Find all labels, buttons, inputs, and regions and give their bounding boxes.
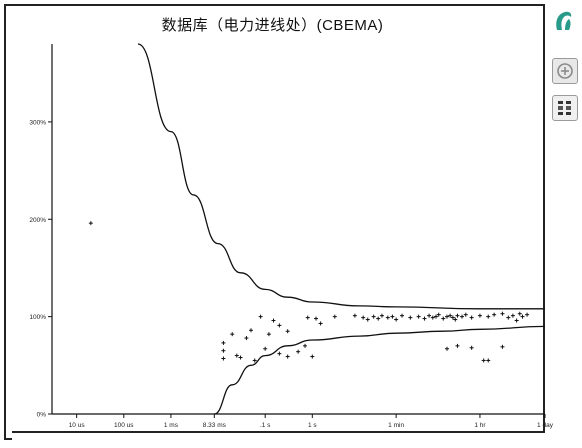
data-point	[352, 313, 357, 318]
data-point	[258, 314, 263, 319]
x-tick-label: 100 us	[114, 422, 134, 429]
chart-frame	[4, 4, 545, 440]
x-tick-label: 1 s	[308, 422, 317, 429]
data-point	[422, 316, 427, 321]
x-tick-label: 1 min	[388, 422, 404, 429]
chart-axes	[51, 44, 545, 415]
data-point	[455, 313, 460, 318]
data-point	[455, 343, 460, 348]
zoom-in-icon	[557, 63, 573, 79]
data-point	[376, 316, 381, 321]
data-point	[263, 346, 268, 351]
upper-tolerance-curve	[137, 43, 546, 310]
data-point	[520, 314, 525, 319]
data-point	[450, 315, 455, 320]
data-point	[296, 349, 301, 354]
chart-points	[88, 221, 530, 363]
data-point	[517, 311, 522, 316]
y-tick-label: 0%	[37, 412, 47, 419]
x-tick-label: 1 ms	[164, 422, 179, 429]
data-point	[332, 314, 337, 319]
data-point	[277, 351, 282, 356]
x-tick-label: 1 day	[537, 422, 554, 429]
data-point	[492, 312, 497, 317]
x-tick-label: 8.33 ms	[203, 422, 227, 429]
data-point	[453, 317, 458, 322]
data-point	[416, 314, 421, 319]
chart-title: 数据库（电力进线处）(CBEMA)	[161, 17, 384, 34]
data-point	[88, 221, 93, 226]
x-tick-label: .1 s	[260, 422, 271, 429]
data-point	[230, 332, 235, 337]
data-point	[500, 311, 505, 316]
data-point	[477, 313, 482, 318]
data-point	[400, 313, 405, 318]
data-point	[486, 314, 491, 319]
y-axis-ticks: 0% 100% 200% 300%	[29, 119, 52, 419]
data-point	[266, 332, 271, 337]
data-point	[221, 340, 226, 345]
data-point	[394, 317, 399, 322]
data-point	[277, 323, 282, 328]
x-tick-label: 1 hr	[474, 422, 486, 429]
data-point	[310, 354, 315, 359]
data-point	[221, 356, 226, 361]
x-tick-label: 10 us	[69, 422, 86, 429]
data-point	[305, 315, 310, 320]
data-point	[441, 316, 446, 321]
data-point	[390, 314, 395, 319]
data-point	[365, 317, 370, 322]
data-point	[514, 318, 519, 323]
bottom-panel	[12, 431, 545, 443]
data-point	[221, 348, 226, 353]
data-point	[379, 313, 384, 318]
y-tick-label: 300%	[29, 119, 46, 126]
data-point	[510, 313, 515, 318]
data-point	[314, 316, 319, 321]
data-point	[525, 312, 530, 317]
data-point	[427, 313, 432, 318]
grid-view-button[interactable]	[552, 95, 578, 121]
data-point	[238, 355, 243, 360]
data-point	[248, 328, 253, 333]
data-point	[463, 312, 468, 317]
data-point	[444, 314, 449, 319]
grid-view-icon	[558, 101, 571, 115]
data-point	[486, 358, 491, 363]
y-tick-label: 200%	[29, 217, 46, 224]
data-point	[285, 354, 290, 359]
data-point	[433, 314, 438, 319]
data-point	[469, 345, 474, 350]
data-point	[252, 358, 257, 363]
data-point	[481, 358, 486, 363]
y-tick-label: 100%	[29, 314, 46, 321]
data-point	[318, 321, 323, 326]
data-point	[271, 318, 276, 323]
data-point	[234, 353, 239, 358]
data-point	[430, 315, 435, 320]
data-point	[303, 343, 308, 348]
lower-tolerance-curve	[214, 325, 546, 415]
data-point	[385, 315, 390, 320]
zoom-in-button[interactable]	[552, 58, 578, 84]
x-axis-ticks: 10 us 100 us 1 ms 8.33 ms .1 s 1 s 1 min 1 hr 1 …	[69, 414, 554, 429]
data-point	[408, 315, 413, 320]
data-point	[285, 329, 290, 334]
data-point	[444, 346, 449, 351]
data-point	[500, 344, 505, 349]
data-point	[244, 336, 249, 341]
data-point	[448, 313, 453, 318]
data-point	[460, 314, 465, 319]
data-point	[361, 315, 366, 320]
chart-curves	[137, 43, 546, 415]
app-logo-icon	[556, 11, 572, 30]
data-point	[506, 315, 511, 320]
data-point	[469, 315, 474, 320]
data-point	[436, 312, 441, 317]
data-point	[371, 314, 376, 319]
